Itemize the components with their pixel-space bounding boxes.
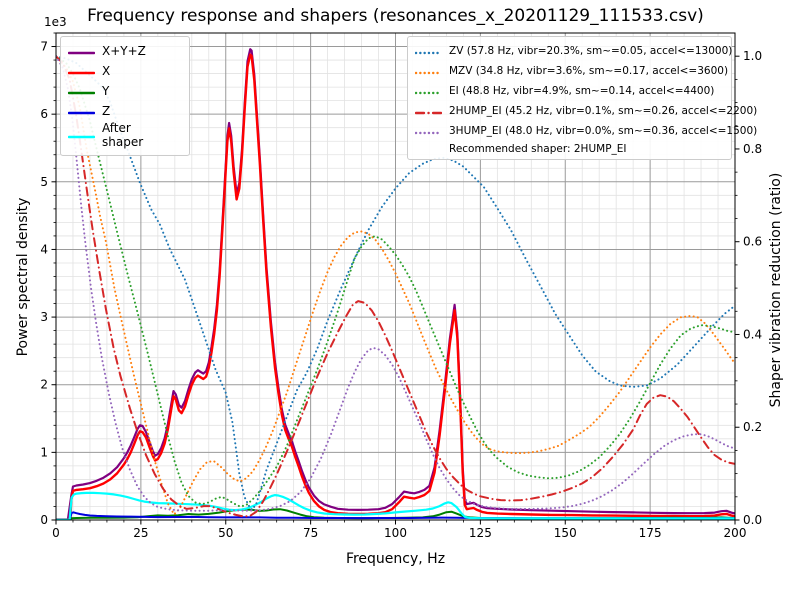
legend-line-swatch <box>67 111 96 115</box>
legend-line-swatch <box>414 51 443 55</box>
legend-swatch <box>414 82 443 101</box>
legend-line-swatch <box>414 111 443 115</box>
y-left-tick-label: 3 <box>40 310 48 324</box>
legend-label: ZV (57.8 Hz, vibr=20.3%, sm~=0.05, accel… <box>449 45 733 58</box>
legend-line-swatch <box>67 51 96 55</box>
legend-swatch <box>67 82 96 101</box>
psd-curve-after-shaper <box>56 491 735 520</box>
right-y-axis-label: Shaper vibration reduction (ratio) <box>768 172 784 408</box>
y-left-tick-label: 6 <box>40 107 48 121</box>
shaper-curve-mzv <box>56 55 735 516</box>
y-axis-offset-label: 1e3 <box>44 15 67 29</box>
y-left-tick-label: 1 <box>40 445 48 459</box>
psd-curve-x <box>56 53 735 520</box>
x-tick-label: 100 <box>384 526 407 540</box>
legend-swatch <box>67 102 96 121</box>
chart-title: Frequency response and shapers (resonanc… <box>87 6 704 26</box>
legend-line-swatch <box>67 91 96 95</box>
legend-label: Y <box>102 83 110 98</box>
legend-line-swatch <box>414 71 443 75</box>
legend-entry-x-y-z: X+Y+Z <box>67 42 182 61</box>
legend-label: 3HUMP_EI (48.0 Hz, vibr=0.0%, sm~=0.36, … <box>449 125 758 138</box>
legend-swatch <box>67 126 96 145</box>
legend-line-swatch <box>414 91 443 95</box>
legend-line-swatch <box>67 136 96 139</box>
legend-line-swatch <box>67 71 96 75</box>
legend-entry-zv: ZV (57.8 Hz, vibr=20.3%, sm~=0.05, accel… <box>414 42 732 61</box>
x-tick-label: 200 <box>724 526 747 540</box>
x-tick-label: 175 <box>639 526 662 540</box>
legend-label: After shaper <box>102 121 144 149</box>
x-tick-label: 125 <box>469 526 492 540</box>
legend-swatch <box>414 42 443 61</box>
shaper-curve-zv <box>56 55 735 511</box>
recommended-shaper-note: Recommended shaper: 2HUMP_EI <box>449 143 627 155</box>
x-tick-label: 25 <box>133 526 148 540</box>
y-left-tick-label: 4 <box>40 242 48 256</box>
legend-entry-after-shaper: After shaper <box>67 121 182 150</box>
legend-swatch <box>414 102 443 121</box>
legend-line-swatch <box>414 131 443 135</box>
legend-label: MZV (34.8 Hz, vibr=3.6%, sm~=0.17, accel… <box>449 65 729 78</box>
x-tick-label: 50 <box>218 526 233 540</box>
legend-swatch <box>67 62 96 81</box>
legend-entry-z: Z <box>67 102 182 121</box>
legend-entry-x: X <box>67 62 182 81</box>
y-left-tick-label: 2 <box>40 378 48 392</box>
left-y-axis-label: Power spectral density <box>15 197 31 357</box>
y-right-tick-label: 0.2 <box>743 420 762 434</box>
legend-label: EI (48.8 Hz, vibr=4.9%, sm~=0.14, accel<… <box>449 85 715 98</box>
shaper-curve-3hump_ei <box>56 55 735 512</box>
y-right-tick-label: 0.0 <box>743 513 762 527</box>
y-left-tick-label: 7 <box>40 40 48 54</box>
x-tick-label: 75 <box>303 526 318 540</box>
legend-label: 2HUMP_EI (45.2 Hz, vibr=0.1%, sm~=0.26, … <box>449 105 758 118</box>
x-tick-label: 0 <box>52 526 60 540</box>
x-axis-label: Frequency, Hz <box>345 551 446 567</box>
legend-swatch <box>414 122 443 141</box>
y-left-tick-label: 0 <box>40 513 48 527</box>
legend-psd: X+Y+Z X Y Z After shaper <box>60 36 190 156</box>
shaper-curve-ei <box>56 55 735 508</box>
y-left-tick-label: 5 <box>40 175 48 189</box>
legend-entry-3hump_ei: 3HUMP_EI (48.0 Hz, vibr=0.0%, sm~=0.36, … <box>414 122 757 141</box>
y-right-tick-label: 1.0 <box>743 49 762 63</box>
legend-label: Z <box>102 103 111 118</box>
legend-label: X+Y+Z <box>102 43 146 58</box>
y-right-tick-label: 0.8 <box>743 142 762 156</box>
legend-entry-2hump_ei: 2HUMP_EI (45.2 Hz, vibr=0.1%, sm~=0.26, … <box>414 102 757 121</box>
legend-entry-ei: EI (48.8 Hz, vibr=4.9%, sm~=0.14, accel<… <box>414 82 724 101</box>
legend-swatch <box>414 62 443 81</box>
legend-entry-mzv: MZV (34.8 Hz, vibr=3.6%, sm~=0.17, accel… <box>414 62 728 81</box>
legend-swatch <box>67 42 96 61</box>
x-tick-label: 150 <box>554 526 577 540</box>
legend-shapers: ZV (57.8 Hz, vibr=20.3%, sm~=0.05, accel… <box>407 36 757 160</box>
legend-entry-y: Y <box>67 82 182 101</box>
y-right-tick-label: 0.4 <box>743 327 762 341</box>
legend-label: X <box>102 63 111 78</box>
y-right-tick-label: 0.6 <box>743 235 762 249</box>
